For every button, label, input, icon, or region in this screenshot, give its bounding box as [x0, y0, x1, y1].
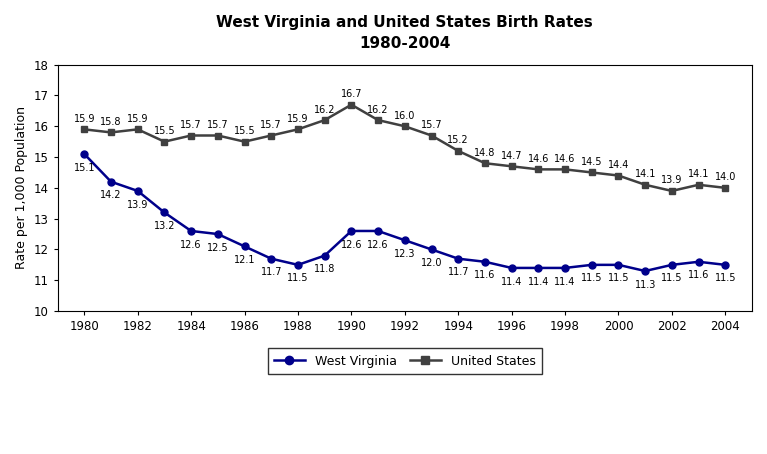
Text: 16.2: 16.2: [367, 104, 389, 114]
Text: 15.8: 15.8: [100, 117, 122, 127]
Text: 12.1: 12.1: [234, 255, 255, 265]
Text: 15.1: 15.1: [74, 163, 95, 173]
Text: 12.6: 12.6: [367, 240, 389, 250]
Text: 16.2: 16.2: [314, 104, 335, 114]
Text: 11.5: 11.5: [581, 273, 603, 283]
Title: West Virginia and United States Birth Rates
1980-2004: West Virginia and United States Birth Ra…: [216, 15, 593, 51]
Text: 15.9: 15.9: [74, 114, 95, 124]
Text: 14.5: 14.5: [581, 157, 603, 167]
Text: 13.2: 13.2: [153, 221, 175, 231]
Text: 15.9: 15.9: [127, 114, 149, 124]
Text: 14.4: 14.4: [607, 160, 629, 170]
Text: 11.5: 11.5: [607, 273, 629, 283]
Legend: West Virginia, United States: West Virginia, United States: [268, 348, 542, 374]
Text: 12.5: 12.5: [207, 243, 229, 253]
Text: 15.7: 15.7: [261, 120, 282, 130]
Text: 12.3: 12.3: [394, 249, 416, 259]
Text: 14.6: 14.6: [555, 154, 576, 164]
Text: 15.5: 15.5: [234, 126, 255, 136]
Text: 11.4: 11.4: [501, 276, 522, 286]
Text: 11.7: 11.7: [261, 267, 282, 277]
Text: 11.6: 11.6: [474, 271, 495, 281]
Text: 11.8: 11.8: [314, 264, 335, 274]
Text: 14.6: 14.6: [528, 154, 549, 164]
Text: 16.0: 16.0: [394, 111, 416, 121]
Text: 13.9: 13.9: [127, 200, 148, 210]
Text: 12.0: 12.0: [421, 258, 443, 268]
Text: 15.7: 15.7: [420, 120, 443, 130]
Text: 15.7: 15.7: [180, 120, 202, 130]
Text: 13.9: 13.9: [661, 175, 683, 185]
Text: 11.5: 11.5: [715, 273, 736, 283]
Text: 14.1: 14.1: [634, 169, 656, 179]
Text: 15.9: 15.9: [287, 114, 308, 124]
Text: 14.7: 14.7: [501, 151, 522, 161]
Text: 16.7: 16.7: [341, 89, 362, 99]
Text: 15.2: 15.2: [447, 135, 469, 145]
Text: 11.4: 11.4: [528, 276, 549, 286]
Text: 14.1: 14.1: [688, 169, 709, 179]
Text: 14.8: 14.8: [474, 148, 495, 158]
Text: 15.5: 15.5: [153, 126, 175, 136]
Text: 11.6: 11.6: [688, 271, 709, 281]
Y-axis label: Rate per 1,000 Population: Rate per 1,000 Population: [15, 106, 28, 269]
Text: 11.3: 11.3: [634, 280, 656, 290]
Text: 15.7: 15.7: [207, 120, 229, 130]
Text: 11.7: 11.7: [447, 267, 469, 277]
Text: 14.2: 14.2: [100, 190, 122, 200]
Text: 12.6: 12.6: [180, 240, 202, 250]
Text: 14.0: 14.0: [715, 173, 736, 183]
Text: 12.6: 12.6: [341, 240, 362, 250]
Text: 11.4: 11.4: [555, 276, 576, 286]
Text: 11.5: 11.5: [287, 273, 308, 283]
Text: 11.5: 11.5: [661, 273, 683, 283]
